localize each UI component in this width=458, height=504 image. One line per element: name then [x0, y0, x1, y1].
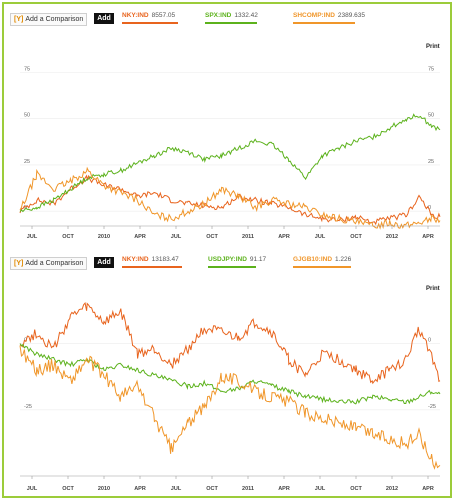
x-tick-label: OCT: [62, 234, 74, 240]
x-tick-label: OCT: [62, 486, 74, 492]
legend-symbol: NKY:IND: [122, 256, 149, 263]
legend-symbol: SPX:IND: [205, 12, 232, 19]
comparison-icon: [Y]: [14, 260, 24, 267]
y-tick-label-right: 0: [428, 205, 431, 211]
top-chart-panel: [Y] Add a Comparison Add NKY:IND 8557.05 …: [10, 10, 450, 250]
add-comparison-link[interactable]: [Y] Add a Comparison: [10, 257, 88, 270]
legend-value: 2389.635: [337, 12, 366, 19]
legend-item-usdjpy[interactable]: USDJPY:IND 91.17: [208, 256, 266, 263]
y-tick-label-left: 50: [24, 113, 30, 119]
x-tick-label: APR: [422, 234, 434, 240]
y-tick-label-right: 25: [428, 159, 434, 165]
x-tick-label: APR: [422, 486, 434, 492]
x-tick-label: JUL: [27, 234, 38, 240]
x-tick-label: APR: [278, 234, 290, 240]
series-line-usdjpy: [19, 343, 441, 405]
x-tick-label: 2011: [242, 486, 254, 492]
x-tick-label: APR: [278, 486, 290, 492]
legend-line-nky: [122, 22, 178, 24]
legend-item-nky[interactable]: NKY:IND 13183.47: [122, 256, 179, 263]
legend-symbol: NKY:IND: [122, 12, 149, 19]
legend-item-nky[interactable]: NKY:IND 8557.05: [122, 12, 175, 19]
legend-symbol: USDJPY:IND: [208, 256, 247, 263]
bottom-chart-panel: [Y] Add a Comparison Add NKY:IND 13183.47…: [10, 254, 450, 500]
series-line-spx: [19, 113, 441, 213]
legend-line-usdjpy: [208, 266, 256, 268]
series-line-shcomp: [19, 166, 441, 230]
legend-line-nky: [122, 266, 182, 268]
y-tick-label-left: -25: [24, 404, 32, 410]
add-comparison-link[interactable]: [Y] Add a Comparison: [10, 13, 88, 26]
legend-item-spx[interactable]: SPX:IND 1332.42: [205, 12, 258, 19]
y-tick-label-right: -25: [428, 404, 436, 410]
legend-line-gjgb10: [293, 266, 351, 268]
add-button[interactable]: Add: [94, 13, 114, 24]
series-line-nky: [19, 302, 441, 385]
top-toolbar: [Y] Add a Comparison Add NKY:IND 8557.05 …: [10, 10, 450, 26]
legend-item-shcomp[interactable]: SHCOMP:IND 2389.635: [293, 12, 365, 19]
y-tick-label-right: 0: [428, 338, 431, 344]
comparison-icon: [Y]: [14, 16, 24, 23]
legend-value: 1.226: [335, 256, 352, 263]
y-tick-label-left: 25: [24, 159, 30, 165]
x-tick-label: JUL: [315, 486, 326, 492]
x-tick-label: 2012: [386, 486, 398, 492]
x-tick-label: APR: [134, 486, 146, 492]
add-comparison-label: Add a Comparison: [25, 16, 84, 23]
add-comparison-label: Add a Comparison: [25, 260, 84, 267]
x-tick-label: JUL: [27, 486, 38, 492]
legend-line-spx: [205, 22, 257, 24]
x-tick-label: OCT: [350, 486, 362, 492]
legend-line-shcomp: [293, 22, 355, 24]
series-line-nky: [19, 174, 441, 226]
x-tick-label: 2012: [386, 234, 398, 240]
legend-symbol: SHCOMP:IND: [293, 12, 335, 19]
x-tick-label: 2011: [242, 234, 254, 240]
x-tick-label: JUL: [315, 234, 326, 240]
x-tick-label: OCT: [206, 486, 218, 492]
print-link[interactable]: Print: [426, 286, 440, 292]
chart-frame: [Y] Add a Comparison Add NKY:IND 8557.05 …: [2, 2, 452, 498]
series-line-gjgb10: [19, 345, 441, 470]
legend-value: 13183.47: [151, 256, 179, 263]
x-tick-label: OCT: [350, 234, 362, 240]
x-tick-label: JUL: [171, 486, 182, 492]
bottom-toolbar: [Y] Add a Comparison Add NKY:IND 13183.47…: [10, 254, 450, 270]
x-tick-label: APR: [134, 234, 146, 240]
legend-value: 1332.42: [234, 12, 258, 19]
legend-item-gjgb10[interactable]: GJGB10:IND 1.226: [293, 256, 351, 263]
x-tick-label: 2010: [98, 234, 110, 240]
add-button[interactable]: Add: [94, 257, 114, 268]
print-link[interactable]: Print: [426, 44, 440, 50]
legend-value: 8557.05: [151, 12, 176, 19]
legend-value: 91.17: [249, 256, 267, 263]
x-tick-label: OCT: [206, 234, 218, 240]
y-tick-label-left: 75: [24, 66, 30, 72]
y-tick-label-right: 50: [428, 113, 434, 119]
x-tick-label: JUL: [171, 234, 182, 240]
y-tick-label-right: 75: [428, 66, 434, 72]
x-tick-label: 2010: [98, 486, 110, 492]
legend-symbol: GJGB10:IND: [293, 256, 333, 263]
